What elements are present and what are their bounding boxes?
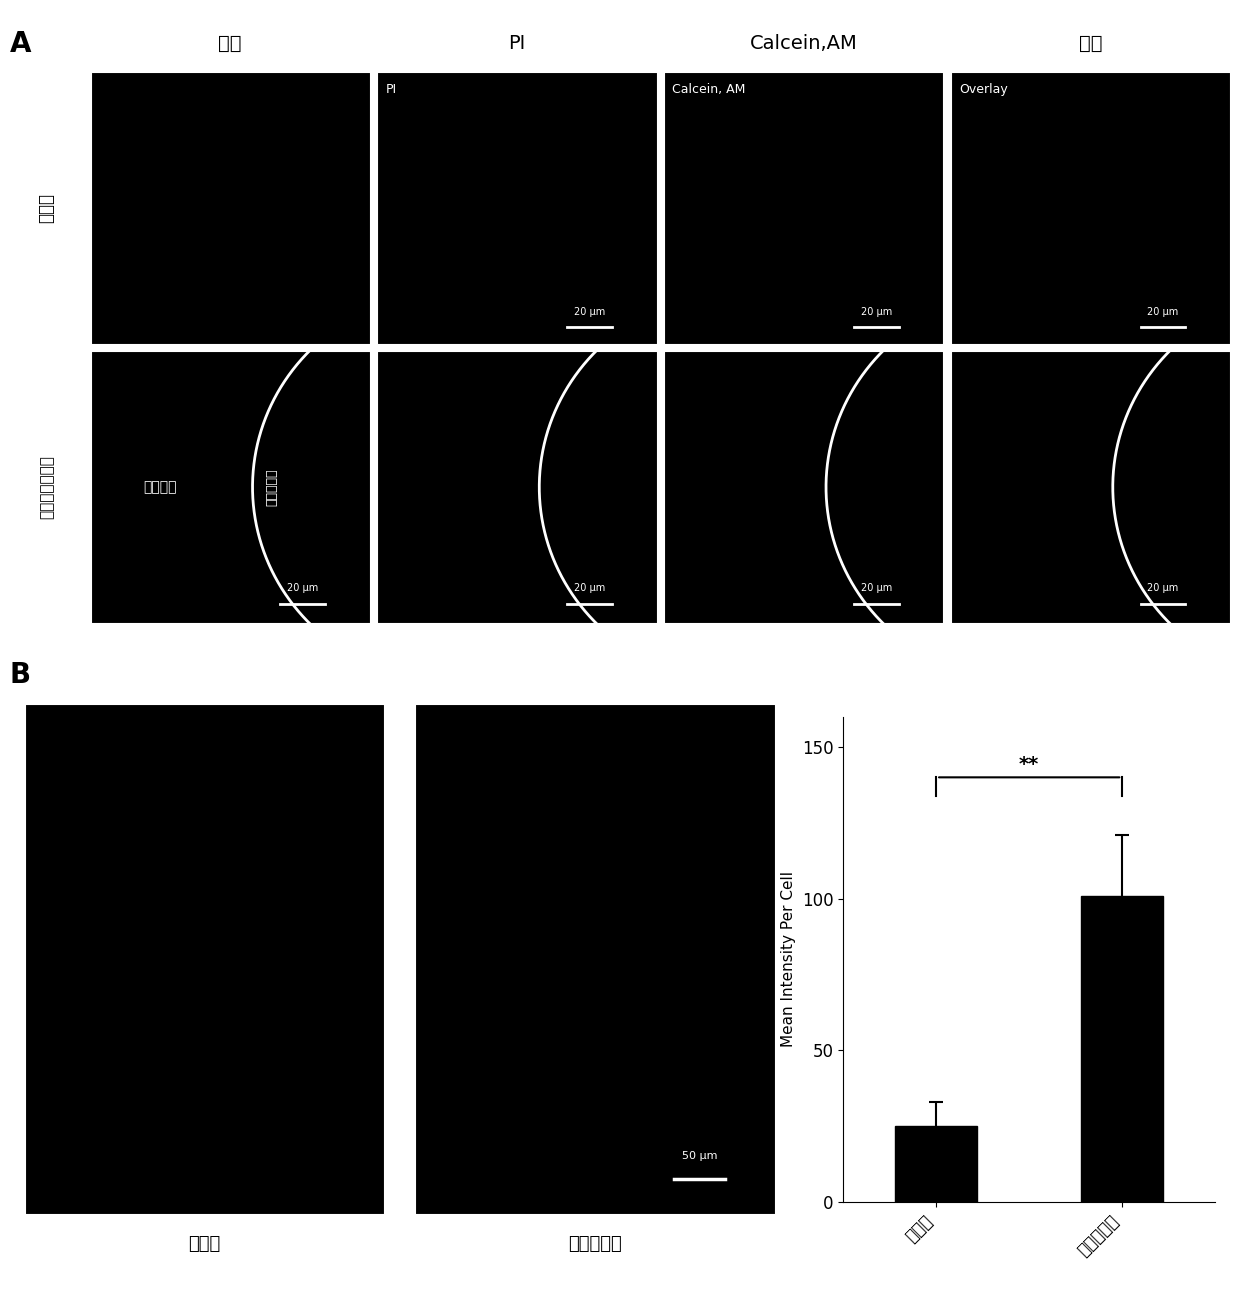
Text: Calcein,AM: Calcein,AM — [750, 35, 858, 53]
Text: 金纳米簇组: 金纳米簇组 — [568, 1235, 622, 1253]
Text: PI: PI — [386, 83, 397, 96]
Bar — [895, 1125, 977, 1202]
Text: 20 μm: 20 μm — [1147, 583, 1179, 593]
Text: 照射区域: 照射区域 — [144, 481, 177, 494]
Text: 20 μm: 20 μm — [861, 583, 892, 593]
Text: 20 μm: 20 μm — [861, 306, 892, 317]
Text: A: A — [10, 30, 32, 58]
Text: PI: PI — [508, 35, 526, 53]
Text: 对照组: 对照组 — [188, 1235, 221, 1253]
Bar — [1081, 895, 1163, 1202]
Text: 20 μm: 20 μm — [574, 306, 605, 317]
Text: 金纳米簇实验组: 金纳米簇实验组 — [38, 455, 55, 519]
Y-axis label: Mean Intensity Per Cell: Mean Intensity Per Cell — [781, 871, 796, 1047]
Text: 20 μm: 20 μm — [1147, 306, 1179, 317]
Text: Calcein, AM: Calcein, AM — [672, 83, 745, 96]
Text: B: B — [10, 662, 31, 689]
Text: 20 μm: 20 μm — [574, 583, 605, 593]
Text: 20 μm: 20 μm — [288, 583, 319, 593]
Text: 明场: 明场 — [218, 35, 242, 53]
Text: 对照组: 对照组 — [37, 193, 56, 224]
Text: 非照射区域: 非照射区域 — [265, 468, 279, 506]
Text: 重叠: 重叠 — [1079, 35, 1102, 53]
Text: 50 μm: 50 μm — [682, 1151, 717, 1162]
Text: Overlay: Overlay — [960, 83, 1008, 96]
Text: **: ** — [1019, 756, 1039, 774]
